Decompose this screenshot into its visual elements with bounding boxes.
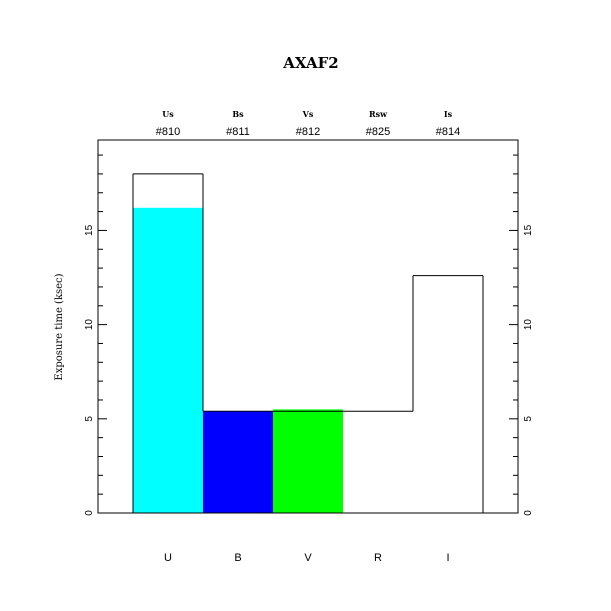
filter-name-label: Is (444, 109, 453, 119)
filter-id-label: #825 (366, 126, 390, 138)
bar-filled-u (133, 207, 203, 513)
filter-id-label: #814 (436, 126, 460, 138)
filter-name-label: Rsw (369, 109, 388, 119)
filter-name-label: Vs (302, 109, 314, 119)
y-tick-label-right: 5 (523, 416, 534, 422)
y-tick-label-left: 10 (84, 319, 95, 331)
category-label-i: I (446, 552, 449, 564)
y-tick-label-right: 10 (523, 319, 534, 331)
y-tick-label-right: 0 (523, 510, 534, 516)
category-label-r: R (374, 552, 382, 564)
filter-name-label: Bs (232, 109, 244, 119)
filter-id-label: #812 (296, 126, 320, 138)
filter-id-label: #810 (156, 126, 180, 138)
category-label-u: U (164, 552, 172, 564)
bar-filled-v (273, 409, 343, 513)
plot-frame (97, 139, 519, 514)
y-tick-label-right: 15 (523, 224, 534, 236)
category-label-v: V (304, 552, 312, 564)
filter-name-label: Us (162, 109, 174, 119)
bar-outline-i (413, 275, 484, 513)
y-tick-label-left: 0 (84, 510, 95, 516)
category-label-b: B (234, 552, 241, 564)
chart-title: AXAF2 (282, 54, 338, 72)
bar-filled-b (203, 411, 273, 513)
y-tick-label-left: 15 (84, 224, 95, 236)
filter-id-label: #811 (226, 126, 250, 138)
bar-outline-r (343, 275, 414, 412)
bar-outline-u (132, 173, 204, 513)
y-tick-label-left: 5 (84, 416, 95, 422)
y-axis-label: Exposure time (ksec) (54, 273, 65, 380)
